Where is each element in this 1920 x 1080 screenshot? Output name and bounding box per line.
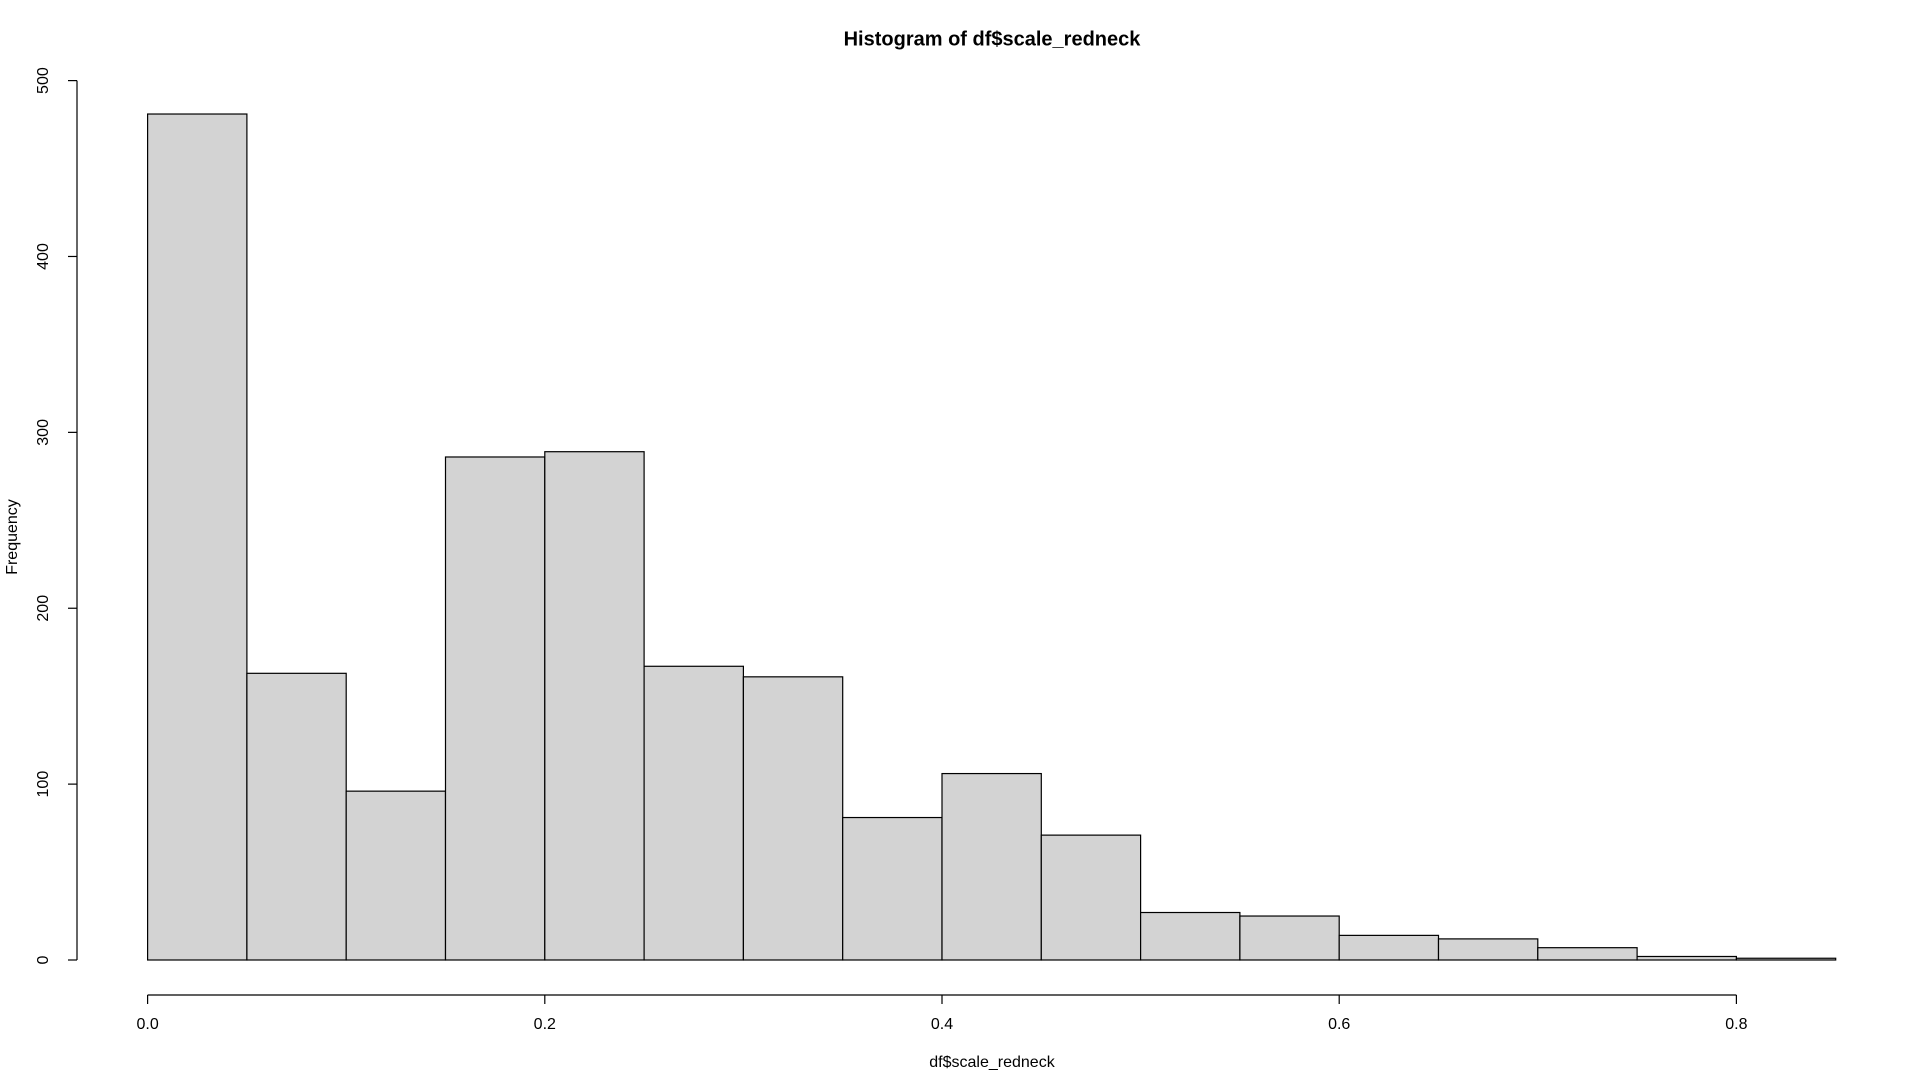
bar (643, 665, 744, 961)
bar (1437, 938, 1539, 961)
y-tick-label: 500 (35, 67, 52, 94)
bar (544, 451, 645, 961)
bar (246, 672, 347, 961)
x-tick-label: 0.4 (931, 1016, 953, 1033)
y-tick-label: 300 (35, 419, 52, 446)
x-tick-label: 0.2 (534, 1016, 556, 1033)
bar (1636, 955, 1737, 961)
bar (742, 676, 844, 961)
x-axis-label: df$scale_redneck (929, 1054, 1055, 1071)
chart-title: Histogram of df$scale_redneck (844, 28, 1142, 50)
y-tick-label: 100 (35, 771, 52, 798)
bar (444, 456, 546, 961)
y-tick-label: 0 (35, 955, 52, 964)
x-tick-label: 0.8 (1725, 1016, 1747, 1033)
bar (147, 113, 248, 961)
bar (941, 772, 1042, 961)
y-axis-label: Frequency (4, 499, 21, 575)
x-tick-label: 0.6 (1328, 1016, 1350, 1033)
bar (842, 816, 943, 961)
bar (1338, 934, 1440, 961)
bar (345, 790, 447, 961)
bar (1040, 834, 1142, 961)
y-tick-label: 200 (35, 595, 52, 622)
y-tick-label: 400 (35, 243, 52, 270)
bar (1537, 947, 1638, 961)
bar (1735, 957, 1837, 961)
bar (1139, 911, 1241, 961)
bar (1239, 915, 1340, 961)
x-tick-label: 0.0 (136, 1016, 158, 1033)
